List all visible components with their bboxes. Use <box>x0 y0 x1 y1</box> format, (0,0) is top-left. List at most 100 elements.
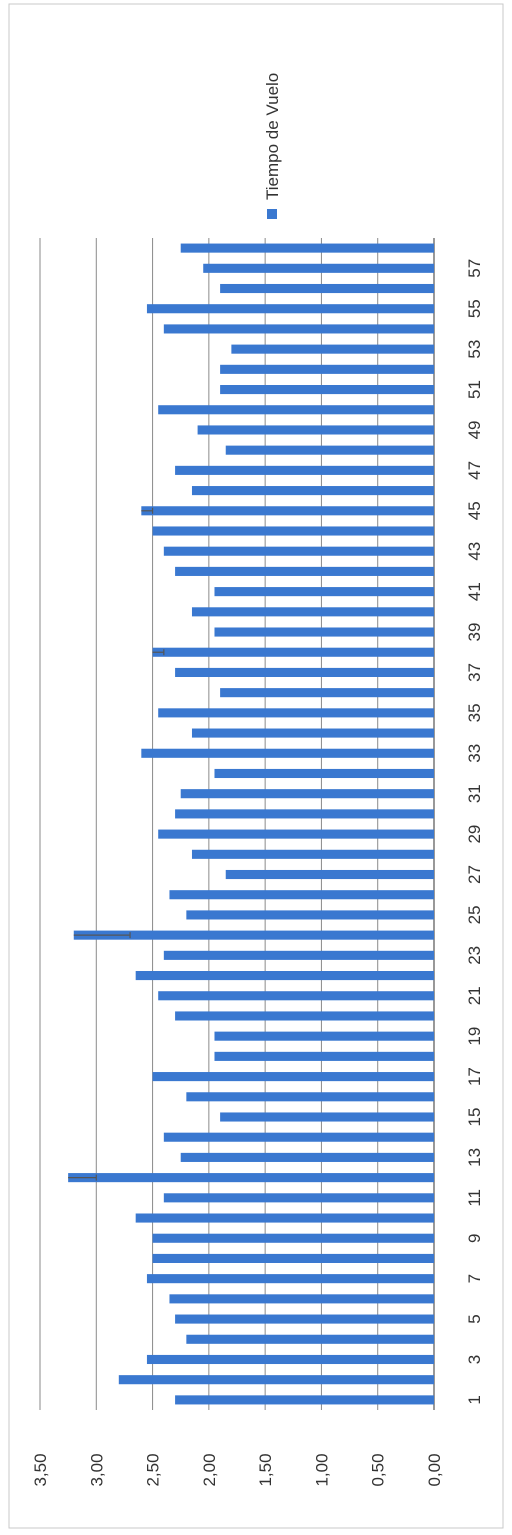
category-tick-label: 25 <box>465 905 484 924</box>
bar <box>220 385 434 395</box>
value-tick-label: 1,50 <box>256 1453 275 1486</box>
legend-label: Tiempo de Vuelo <box>263 73 282 200</box>
category-tick-label: 37 <box>465 663 484 682</box>
bar <box>214 627 434 637</box>
bar <box>152 1072 435 1082</box>
category-tick-label: 7 <box>465 1274 484 1283</box>
category-tick-label: 3 <box>465 1355 484 1364</box>
category-tick-label: 51 <box>465 380 484 399</box>
bar <box>152 647 435 657</box>
bar <box>175 1011 435 1021</box>
category-tick-label: 45 <box>465 501 484 520</box>
category-tick-label: 5 <box>465 1314 484 1323</box>
category-tick-label: 13 <box>465 1148 484 1167</box>
bar <box>135 1213 434 1223</box>
bars <box>68 243 435 1405</box>
bar <box>146 1354 434 1365</box>
bar <box>197 425 434 435</box>
bar <box>175 1395 435 1405</box>
bar <box>118 1375 435 1385</box>
bar <box>73 930 435 940</box>
bar <box>214 1031 434 1041</box>
category-tick-label: 35 <box>465 703 484 722</box>
category-tick-label: 31 <box>465 784 484 803</box>
bar <box>225 445 434 455</box>
value-axis-ticks: 0,00 0,50 1,00 1,50 2,00 2,50 3,00 3,50 <box>31 1453 444 1486</box>
bar <box>186 1092 434 1102</box>
bar <box>191 486 434 496</box>
bar <box>186 910 434 920</box>
bar <box>220 688 434 698</box>
bar <box>152 526 435 536</box>
bar <box>203 263 434 273</box>
bar <box>163 324 435 334</box>
bar <box>163 950 435 960</box>
bar <box>146 304 434 314</box>
bar <box>175 667 435 677</box>
bar <box>214 768 434 779</box>
category-tick-label: 33 <box>465 744 484 763</box>
bar <box>220 283 434 294</box>
bar <box>214 1051 434 1061</box>
category-tick-label: 17 <box>465 1067 484 1086</box>
bar <box>152 1233 435 1243</box>
bar <box>169 890 434 900</box>
bar <box>180 789 434 799</box>
category-tick-label: 47 <box>465 461 484 480</box>
bar <box>220 364 434 374</box>
category-tick-label: 27 <box>465 865 484 884</box>
bar <box>220 1112 434 1122</box>
value-tick-label: 3,00 <box>87 1453 106 1486</box>
bar <box>169 1294 434 1304</box>
category-tick-label: 15 <box>465 1108 484 1127</box>
bar <box>191 849 434 859</box>
bar <box>163 1132 435 1142</box>
category-tick-label: 19 <box>465 1027 484 1046</box>
bar <box>146 1274 434 1284</box>
bar <box>175 1314 435 1324</box>
value-tick-label: 0,50 <box>369 1453 388 1486</box>
category-tick-label: 11 <box>465 1189 484 1207</box>
bar <box>191 728 434 738</box>
bar <box>231 344 434 354</box>
chart-border <box>8 3 504 1529</box>
category-tick-label: 29 <box>465 825 484 844</box>
bar <box>158 708 434 718</box>
category-tick-label: 49 <box>465 421 484 440</box>
category-tick-label: 55 <box>465 299 484 318</box>
bar <box>175 566 435 576</box>
bar <box>191 607 434 617</box>
category-tick-label: 53 <box>465 340 484 359</box>
value-tick-label: 3,50 <box>31 1453 50 1486</box>
bar <box>135 971 434 981</box>
category-tick-label: 43 <box>465 542 484 561</box>
category-tick-label: 9 <box>465 1234 484 1243</box>
category-tick-label: 23 <box>465 946 484 965</box>
bar <box>225 869 434 880</box>
bar <box>175 809 435 819</box>
category-tick-label: 39 <box>465 623 484 642</box>
bar <box>163 1193 435 1203</box>
legend-swatch <box>267 209 277 219</box>
value-tick-label: 0,00 <box>425 1453 444 1486</box>
value-tick-label: 2,00 <box>200 1453 219 1486</box>
bar <box>152 1253 435 1263</box>
bar <box>163 546 435 556</box>
category-axis-ticks: 1357911131517192123252729313335373941434… <box>465 259 484 1405</box>
bar <box>180 1152 434 1162</box>
bar <box>158 405 434 415</box>
bar <box>68 1173 435 1183</box>
error-bars <box>68 507 165 1181</box>
bar <box>175 465 435 475</box>
bar <box>141 506 435 516</box>
bar <box>158 829 434 839</box>
bar <box>186 1334 434 1344</box>
category-tick-label: 21 <box>465 986 484 1005</box>
legend: Tiempo de Vuelo <box>263 73 282 219</box>
category-tick-label: 41 <box>465 582 484 601</box>
bar <box>180 243 434 253</box>
category-tick-label: 1 <box>465 1395 484 1404</box>
bar <box>158 991 434 1001</box>
